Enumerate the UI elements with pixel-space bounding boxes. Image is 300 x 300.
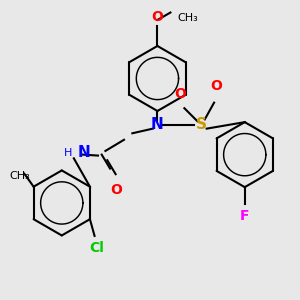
Text: CH₃: CH₃ [9,171,30,181]
Text: N: N [78,145,90,160]
Text: F: F [240,209,250,224]
Text: N: N [151,117,164,132]
Text: O: O [152,10,164,24]
Text: S: S [196,117,207,132]
Text: O: O [210,79,222,93]
Text: CH₃: CH₃ [178,13,199,23]
Text: Cl: Cl [89,242,104,256]
Text: O: O [111,182,122,197]
Text: O: O [175,87,187,101]
Text: H: H [64,148,72,158]
